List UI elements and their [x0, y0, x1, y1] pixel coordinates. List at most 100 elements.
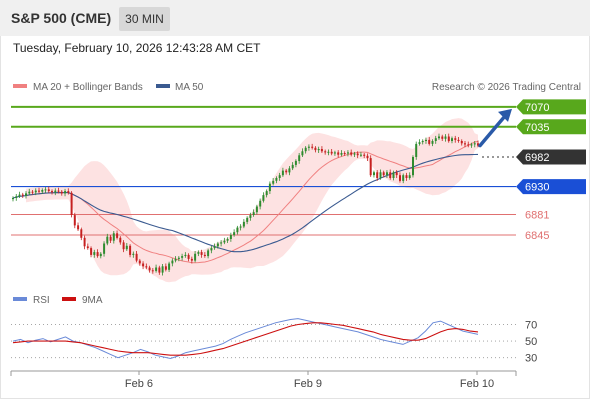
- candle: [148, 265, 151, 273]
- candle-body: [477, 143, 479, 146]
- candle: [333, 150, 336, 156]
- candle-body: [106, 236, 109, 244]
- candle: [57, 187, 60, 194]
- candle-body: [405, 175, 408, 178]
- candle: [272, 178, 275, 186]
- candle-body: [327, 151, 330, 153]
- candle-body: [28, 191, 31, 194]
- candle: [226, 237, 229, 243]
- candle: [174, 256, 177, 263]
- level-label-6930: 6930: [525, 182, 549, 194]
- candle-body: [38, 190, 40, 192]
- candle: [252, 209, 255, 217]
- candle: [135, 250, 138, 263]
- candle: [304, 146, 307, 154]
- candle: [138, 258, 141, 266]
- candle: [242, 219, 245, 229]
- price-levels: [11, 105, 516, 236]
- candle-body: [203, 254, 206, 256]
- candle: [229, 232, 232, 242]
- candle-body: [122, 242, 125, 250]
- candle: [249, 212, 252, 221]
- candle: [356, 151, 359, 159]
- candle-body: [386, 172, 388, 176]
- candle: [412, 155, 414, 178]
- candle: [207, 248, 210, 259]
- candle: [197, 250, 200, 257]
- rsi-ma-legend-swatch: [62, 297, 76, 301]
- rsi-legend-swatch: [13, 297, 27, 301]
- candle: [447, 133, 450, 143]
- candle: [366, 153, 369, 161]
- candle-body: [190, 258, 193, 261]
- candle: [233, 229, 236, 237]
- candle: [444, 134, 447, 142]
- candle-body: [347, 152, 349, 154]
- candle-body: [360, 154, 362, 156]
- candle-body: [125, 245, 128, 250]
- candle: [363, 152, 366, 159]
- candle-body: [399, 175, 401, 181]
- candle-body: [31, 191, 34, 193]
- candle: [360, 151, 362, 157]
- candle: [441, 134, 444, 142]
- candle-body: [220, 242, 223, 244]
- candle-body: [116, 233, 119, 238]
- candle-body: [408, 175, 411, 178]
- candle: [15, 193, 18, 201]
- candle-body: [281, 170, 284, 176]
- candle: [210, 245, 213, 254]
- candle: [181, 253, 184, 261]
- candle: [373, 170, 375, 178]
- x-axis: Feb 6 Feb 9 Feb 10: [10, 370, 517, 390]
- candle: [425, 137, 427, 144]
- chart-header: S&P 500 (CME) 30 MIN: [0, 0, 590, 36]
- candle-body: [382, 172, 385, 176]
- candle-body: [389, 172, 392, 178]
- candle-body: [86, 246, 89, 249]
- level-badge-7035: [516, 119, 586, 135]
- candle-body: [60, 191, 63, 194]
- candle-body: [181, 256, 184, 258]
- candle: [477, 140, 479, 148]
- candle-body: [119, 237, 122, 243]
- candle-body: [294, 160, 297, 165]
- candle-body: [272, 180, 275, 184]
- candle: [90, 246, 93, 258]
- candle: [77, 222, 80, 232]
- candle: [194, 250, 197, 263]
- ma50-line: [12, 153, 479, 253]
- rsi-ma-line: [12, 322, 479, 356]
- candle: [347, 150, 349, 157]
- candle-body: [70, 192, 73, 215]
- candle: [317, 146, 320, 153]
- candle-body: [353, 153, 356, 155]
- candle: [28, 188, 31, 196]
- timeframe-badge[interactable]: 30 MIN: [119, 7, 170, 31]
- chart-datetime: Tuesday, February 10, 2026 12:43:28 AM C…: [13, 41, 261, 55]
- candle-body: [304, 147, 307, 152]
- candle-body: [307, 146, 310, 148]
- candle: [350, 149, 353, 157]
- candle: [125, 242, 128, 251]
- candle: [265, 189, 268, 198]
- candle-body: [47, 189, 50, 192]
- candle: [402, 173, 405, 184]
- candle-body: [350, 152, 353, 155]
- candle-body: [194, 253, 197, 261]
- candle-body: [200, 252, 203, 255]
- candle: [320, 146, 323, 153]
- candle: [41, 188, 44, 194]
- candle: [246, 216, 249, 225]
- ma50-legend-swatch: [156, 84, 170, 88]
- candle-body: [373, 172, 375, 176]
- candle: [301, 148, 304, 157]
- candle-body: [473, 143, 476, 145]
- candle: [330, 148, 333, 156]
- candle-body: [428, 139, 431, 144]
- candle-body: [343, 153, 346, 154]
- candle-body: [57, 190, 60, 192]
- candle: [405, 172, 408, 181]
- candle: [171, 258, 174, 267]
